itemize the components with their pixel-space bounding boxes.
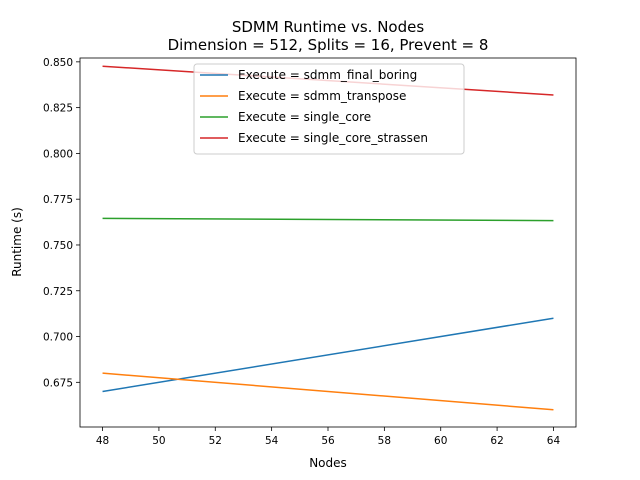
chart-title: SDMM Runtime vs. Nodes xyxy=(232,18,425,36)
x-tick-label: 48 xyxy=(96,435,109,447)
x-tick-label: 52 xyxy=(209,435,222,447)
legend-label: Execute = single_core_strassen xyxy=(238,131,428,145)
legend-label: Execute = single_core xyxy=(238,110,371,124)
series-line-0 xyxy=(102,317,554,393)
x-tick-label: 54 xyxy=(265,435,279,447)
x-tick-label: 58 xyxy=(378,435,391,447)
y-tick-label: 0.700 xyxy=(43,332,73,344)
legend-box xyxy=(193,63,465,155)
x-tick-label: 60 xyxy=(434,435,447,447)
y-tick-label: 0.750 xyxy=(43,240,73,252)
y-tick-label: 0.800 xyxy=(43,148,73,160)
series-line-2 xyxy=(102,217,554,222)
x-tick-label: 56 xyxy=(321,435,335,447)
legend-label: Execute = sdmm_final_boring xyxy=(238,68,417,82)
y-axis-label: Runtime (s) xyxy=(10,207,24,277)
y-tick-label: 0.675 xyxy=(43,377,73,389)
x-tick-label: 64 xyxy=(547,435,561,447)
plot-area: 48 50 52 54 56 58 60 62 64 0.675 0.700 0.725 0.750 0.… xyxy=(43,57,577,447)
series-line-1 xyxy=(102,372,554,411)
y-tick-label: 0.725 xyxy=(43,286,73,298)
x-tick-label: 62 xyxy=(490,435,503,447)
y-tick-label: 0.825 xyxy=(43,103,73,115)
x-tick-label: 50 xyxy=(152,435,165,447)
x-axis-label: Nodes xyxy=(309,456,347,470)
y-tick-label: 0.775 xyxy=(43,194,73,206)
legend-label: Execute = sdmm_transpose xyxy=(238,89,406,103)
chart-subtitle: Dimension = 512, Splits = 16, Prevent = … xyxy=(168,36,489,54)
legend: Execute = sdmm_final_boring Execute = sdm… xyxy=(193,63,465,155)
y-tick-label: 0.850 xyxy=(43,57,73,69)
